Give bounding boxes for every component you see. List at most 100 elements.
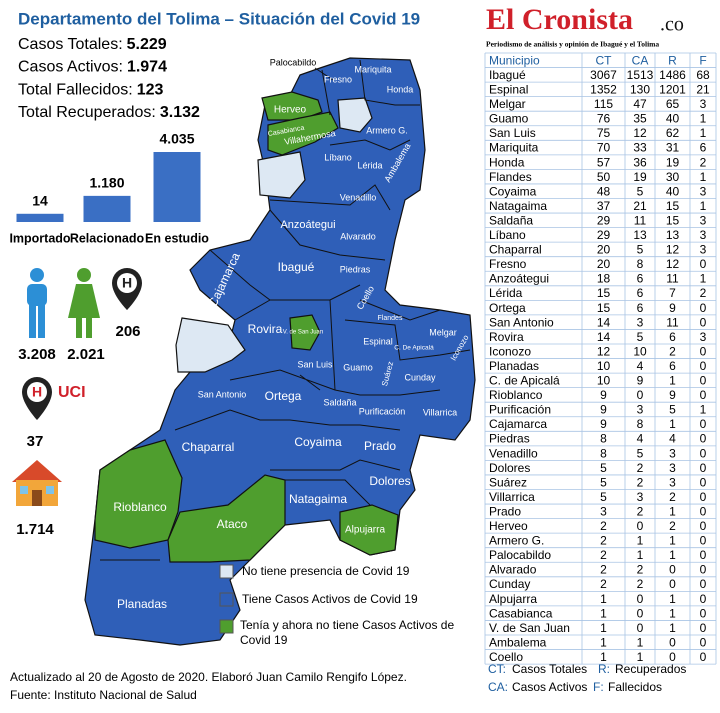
- cell-value: 6: [700, 141, 707, 155]
- cell-value: 68: [696, 68, 710, 82]
- footer-source: Fuente: Instituto Nacional de Salud: [10, 688, 197, 702]
- municipality: Suárez: [489, 475, 527, 489]
- stat: Total Recuperados: 3.132: [18, 104, 200, 121]
- cell-value: 1: [637, 650, 644, 664]
- key-abbr: CT:: [488, 662, 506, 676]
- municipality: Iconozo: [489, 344, 531, 358]
- region-label: Guamo: [343, 362, 373, 372]
- cell-value: 9: [600, 388, 607, 402]
- cell-value: 8: [637, 417, 644, 431]
- municipality: Piedras: [489, 432, 530, 446]
- cell-value: 0: [700, 301, 707, 315]
- municipality: Alvarado: [489, 563, 537, 577]
- municipality: Saldaña: [489, 213, 533, 227]
- cell-value: 10: [597, 374, 611, 388]
- cell-value: 0: [669, 650, 676, 664]
- cell-value: 1: [669, 606, 676, 620]
- municipality: Coello: [489, 650, 523, 664]
- cell-value: 2: [600, 519, 607, 533]
- region-label: Natagaima: [289, 492, 347, 506]
- cell-value: 40: [666, 112, 680, 126]
- cell-value: 2: [669, 344, 676, 358]
- map-borders: [100, 59, 471, 561]
- cell-value: 4: [637, 359, 644, 373]
- man-icon: [27, 268, 47, 338]
- cell-value: 57: [597, 155, 611, 169]
- cell-value: 47: [633, 97, 647, 111]
- cell-value: 0: [700, 374, 707, 388]
- uci-count: 37: [27, 433, 44, 450]
- cell-value: 3: [700, 184, 707, 198]
- cell-value: 1: [700, 272, 707, 286]
- cell-value: 6: [637, 301, 644, 315]
- cell-value: 9: [669, 301, 676, 315]
- municipality: San Luis: [489, 126, 536, 140]
- legend-label: No tiene presencia de Covid 19: [242, 564, 410, 578]
- key-abbr: CA:: [488, 680, 508, 694]
- cell-value: 15: [666, 199, 680, 213]
- region-label: C. De Apicalá: [394, 345, 434, 352]
- cell-value: 0: [700, 257, 707, 271]
- cell-value: 5: [637, 184, 644, 198]
- value-label: 14: [32, 192, 48, 208]
- uci-icon: H: [22, 377, 52, 420]
- region-label: V. de San Juan: [283, 330, 323, 336]
- cell-value: 1: [669, 504, 676, 518]
- cell-value: 0: [700, 315, 707, 329]
- cell-value: 2: [700, 286, 707, 300]
- cell-value: 0: [637, 621, 644, 635]
- municipality: C. de Apicalá: [489, 374, 560, 388]
- map: [84, 57, 476, 646]
- cell-value: 18: [597, 272, 611, 286]
- cell-value: 50: [597, 170, 611, 184]
- cell-value: 29: [597, 213, 611, 227]
- footer-note: Actualizado al 20 de Agosto de 2020. Ela…: [10, 670, 407, 684]
- cell-value: 1: [600, 650, 607, 664]
- cell-value: 20: [597, 257, 611, 271]
- cell-value: 1: [637, 548, 644, 562]
- cell-value: 0: [637, 606, 644, 620]
- cell-value: 36: [633, 155, 647, 169]
- cell-value: 0: [669, 577, 676, 591]
- cell-value: 15: [666, 213, 680, 227]
- cell-value: 37: [597, 199, 611, 213]
- cell-value: 35: [633, 112, 647, 126]
- cell-value: 4: [637, 432, 644, 446]
- municipality: Anzoátegui: [489, 272, 549, 286]
- logo-tagline: Periodismo de análisis y opinión de Ibag…: [486, 40, 659, 49]
- map-light-area: [175, 317, 246, 373]
- women-count: 2.021: [67, 346, 105, 363]
- key-label: Casos Totales: [512, 662, 587, 676]
- region-label: Piedras: [340, 264, 371, 274]
- cell-value: 0: [700, 461, 707, 475]
- cell-value: 7: [669, 286, 676, 300]
- cell-value: 9: [600, 417, 607, 431]
- cell-value: 3: [637, 403, 644, 417]
- cell-value: 0: [637, 519, 644, 533]
- woman-icon: [68, 268, 100, 338]
- cell-value: 1: [700, 170, 707, 184]
- hospital-icon: H: [112, 268, 142, 310]
- legend-label: Tenía y ahora no tiene Casos Activos de …: [240, 618, 455, 647]
- map-labels: PalocabildoFresnoMariquitaHondaHerveoCas…: [113, 57, 471, 611]
- region-label: Mariquita: [354, 64, 391, 74]
- stat: Casos Totales: 5.229: [18, 36, 167, 53]
- cell-value: 12: [633, 126, 647, 140]
- municipality: Rioblanco: [489, 388, 543, 402]
- cell-value: 1201: [659, 83, 686, 97]
- cell-value: 30: [666, 170, 680, 184]
- cell-value: 1513: [627, 68, 654, 82]
- cell-value: 3: [700, 330, 707, 344]
- cell-value: 3: [669, 475, 676, 489]
- logo-suffix: .co: [660, 14, 684, 36]
- map-green-area: [261, 91, 323, 121]
- region-label: Cunday: [404, 372, 436, 382]
- cell-value: 0: [700, 344, 707, 358]
- column-header: Municipio: [489, 53, 540, 67]
- svg-text:H: H: [122, 275, 132, 291]
- icons: H H 3.208 2.021 206 UCI 37 1.714: [12, 268, 142, 538]
- municipality: Coyaima: [489, 184, 537, 198]
- municipality: Palocabildo: [489, 548, 551, 562]
- cell-value: 0: [700, 650, 707, 664]
